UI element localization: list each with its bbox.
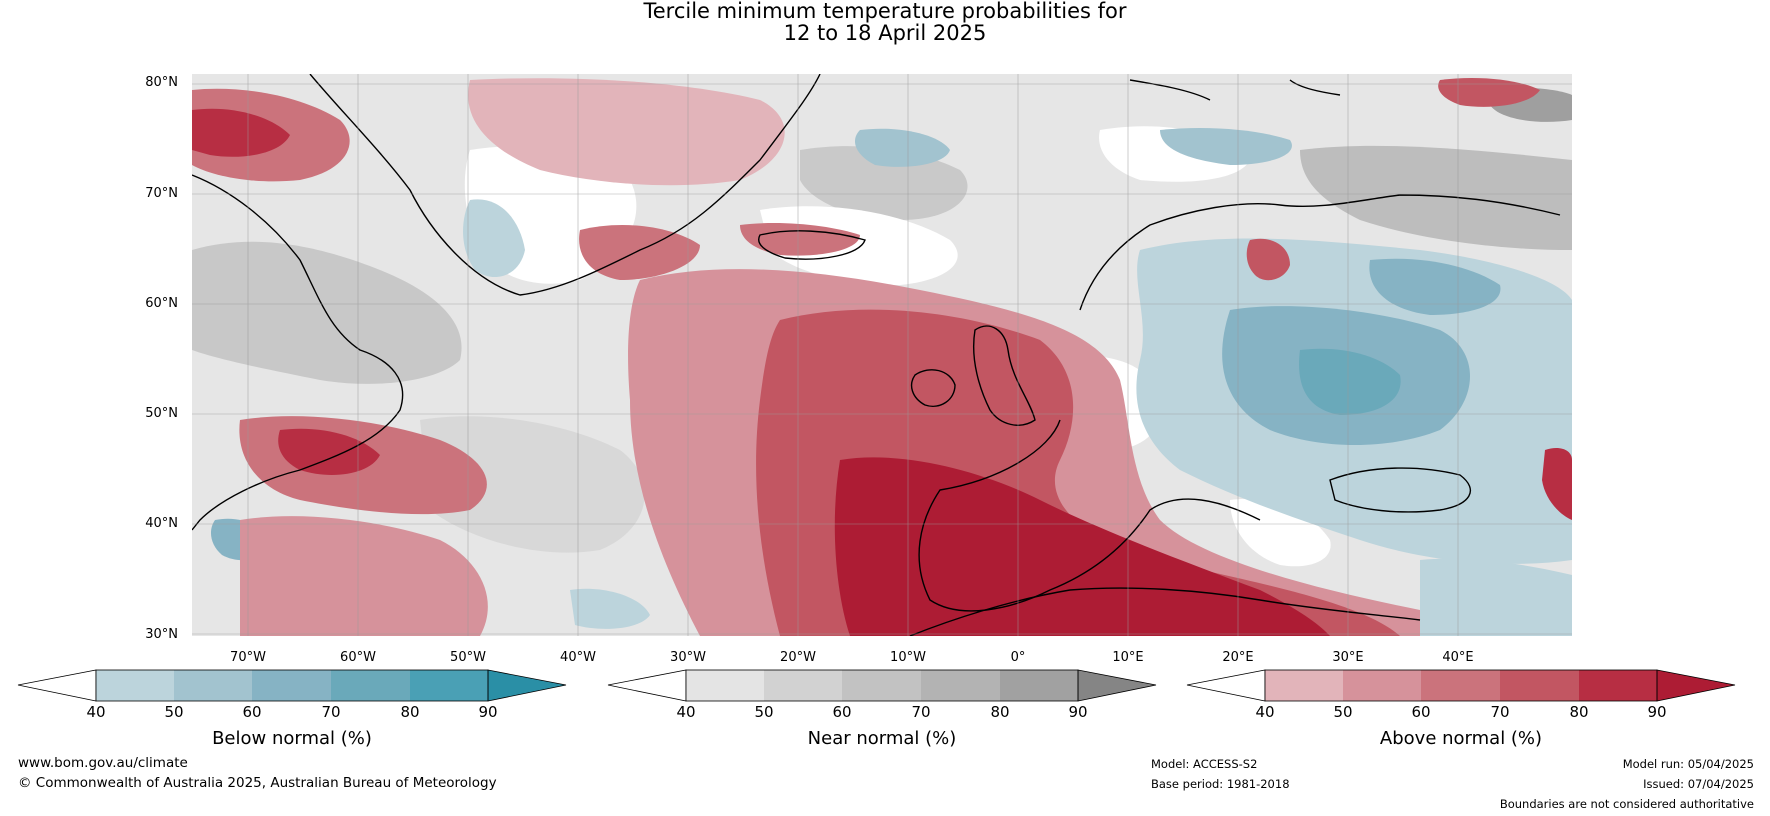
colorbar-below-tick-90: 90 xyxy=(478,703,498,721)
lon-label-30w: 30°W xyxy=(670,650,706,665)
lon-label-50w: 50°W xyxy=(450,650,486,665)
below-normal-region-atlantic-mid xyxy=(570,588,650,629)
above-normal-region-baffin-core xyxy=(192,108,290,157)
colorbar-near-tick-60: 60 xyxy=(832,703,852,721)
colorbar-above-tick-40: 40 xyxy=(1255,703,1275,721)
colorbar-above-tick-80: 80 xyxy=(1569,703,1589,721)
below-normal-region-arctic-ocean xyxy=(855,128,950,167)
lat-label-70n: 70°N xyxy=(145,186,178,201)
colorbar-below-tick-70: 70 xyxy=(321,703,341,721)
colorbar-below-tick-80: 80 xyxy=(400,703,420,721)
lon-label-20e: 20°E xyxy=(1222,650,1254,665)
coastline-scandinavia xyxy=(1079,194,1561,311)
colorbar-above xyxy=(1186,669,1736,702)
coastline-uk xyxy=(972,325,1036,426)
colorbar-near xyxy=(607,669,1157,702)
coastline-black-sea xyxy=(1329,467,1472,513)
colorbar-above-tick-60: 60 xyxy=(1411,703,1431,721)
coastline-canada xyxy=(192,174,404,531)
lat-label-30n: 30°N xyxy=(145,627,178,642)
footer-website: www.bom.gov.au/climate xyxy=(18,755,188,771)
footer-issued: Issued: 07/04/2025 xyxy=(1643,777,1754,791)
colorbar-near-tick-90: 90 xyxy=(1068,703,1088,721)
footer-base-period: Base period: 1981-2018 xyxy=(1151,777,1290,791)
above-normal-region-arctic-svalbard xyxy=(1438,78,1540,107)
above-normal-region-iceland xyxy=(740,223,860,256)
below-normal-region-greenland-east xyxy=(463,199,525,278)
lat-label-40n: 40°N xyxy=(145,516,178,531)
coastline-iceland xyxy=(758,230,866,260)
above-normal-region-greenland-sea xyxy=(579,225,700,280)
above-normal-region-iberia-strong xyxy=(834,457,1330,636)
below-normal-region-eastern-europe-strong xyxy=(1299,348,1401,415)
colorbar-above-tick-70: 70 xyxy=(1490,703,1510,721)
colorbar-near-title: Near normal (%) xyxy=(807,728,957,749)
colorbar-below-tick-40: 40 xyxy=(86,703,106,721)
coastline-north-africa xyxy=(909,587,1421,636)
footer-model-run: Model run: 05/04/2025 xyxy=(1622,757,1754,771)
chart-title-line1: Tercile minimum temperature probabilitie… xyxy=(643,0,1127,23)
lon-label-40e: 40°E xyxy=(1442,650,1474,665)
map-area xyxy=(192,74,1572,636)
above-normal-region-nova-scotia-core xyxy=(278,428,380,475)
colorbar-above-title: Above normal (%) xyxy=(1379,728,1543,749)
chart-title-line2: 12 to 18 April 2025 xyxy=(783,21,987,45)
colorbar-near-tick-50: 50 xyxy=(754,703,774,721)
lon-label-60w: 60°W xyxy=(340,650,376,665)
colorbar-below-tick-50: 50 xyxy=(164,703,184,721)
lon-label-10e: 10°E xyxy=(1112,650,1144,665)
below-normal-region-russia-north xyxy=(1369,258,1501,315)
colorbar-below-tick-60: 60 xyxy=(242,703,262,721)
footer-copyright: © Commonwealth of Australia 2025, Austra… xyxy=(18,775,497,791)
colorbar-above-tick-50: 50 xyxy=(1333,703,1353,721)
near-normal-region-arctic-east xyxy=(1300,145,1572,250)
lat-label-50n: 50°N xyxy=(145,406,178,421)
above-normal-region-north-atlantic xyxy=(468,78,785,186)
footer-disclaimer: Boundaries are not considered authoritat… xyxy=(1499,797,1754,811)
lon-label-30e: 30°E xyxy=(1332,650,1364,665)
lon-label-20w: 20°W xyxy=(780,650,816,665)
coastline-ireland xyxy=(910,369,956,407)
white-region-balkans xyxy=(1230,499,1331,567)
above-normal-region-scandinavia-finland xyxy=(1246,238,1290,281)
colorbar-below-title: Below normal (%) xyxy=(212,728,372,749)
gridlines xyxy=(192,74,1572,636)
colorbar-near-tick-40: 40 xyxy=(676,703,696,721)
near-normal-region-norwegian-sea xyxy=(800,146,968,220)
lon-label-10w: 10°W xyxy=(890,650,926,665)
lon-label-40w: 40°W xyxy=(560,650,596,665)
below-normal-region-turkey xyxy=(1420,558,1572,636)
near-normal-region-central-atlantic xyxy=(420,416,645,553)
lat-label-60n: 60°N xyxy=(145,296,178,311)
lat-label-80n: 80°N xyxy=(145,75,178,90)
above-normal-region-atlantic-southwest xyxy=(240,516,488,636)
coastline-arctic-islands xyxy=(1129,79,1341,101)
below-normal-region-scandinavia xyxy=(1160,128,1292,165)
coastline-greenland xyxy=(309,74,821,296)
above-normal-region-caucasus xyxy=(1542,448,1572,520)
footer-model: Model: ACCESS-S2 xyxy=(1151,757,1258,771)
colorbar-above-tick-90: 90 xyxy=(1647,703,1667,721)
colorbar-near-tick-70: 70 xyxy=(911,703,931,721)
lon-label-70w: 70°W xyxy=(230,650,266,665)
lon-label-0: 0° xyxy=(1010,650,1026,665)
colorbar-near-tick-80: 80 xyxy=(990,703,1010,721)
colorbar-below xyxy=(17,669,567,702)
